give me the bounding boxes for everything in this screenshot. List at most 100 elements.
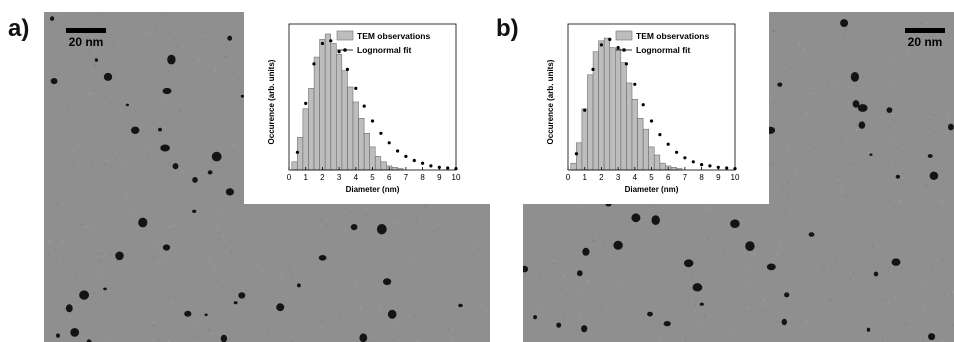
nanoparticle <box>458 303 463 308</box>
nanoparticle <box>79 290 89 300</box>
histogram-bar <box>352 101 359 171</box>
nanoparticle <box>808 232 815 237</box>
nanoparticle <box>297 283 301 288</box>
nanoparticle <box>556 322 562 328</box>
fit-point <box>304 101 308 105</box>
nanoparticle <box>131 126 140 134</box>
histogram-bar <box>626 82 633 171</box>
x-tick-label: 0 <box>287 173 292 182</box>
x-tick-label: 6 <box>387 173 392 182</box>
histogram-bar <box>654 154 661 171</box>
x-tick-label: 1 <box>303 173 308 182</box>
nanoparticle <box>220 334 228 342</box>
histogram-bar <box>297 137 304 171</box>
x-tick-label: 10 <box>452 173 461 182</box>
x-tick-label: 8 <box>699 173 704 182</box>
nanoparticle <box>730 219 740 228</box>
nanoparticle <box>869 153 873 156</box>
nanoparticle <box>158 127 162 132</box>
nanoparticle <box>318 255 327 261</box>
nanoparticle <box>692 283 703 292</box>
fit-point <box>329 39 333 43</box>
scale-bar-b: 20 nm <box>905 28 945 49</box>
scale-bar-a: 20 nm <box>66 28 106 49</box>
fit-point <box>574 152 578 156</box>
legend-label-bars: TEM observations <box>636 31 709 41</box>
histogram-bar <box>620 62 627 171</box>
nanoparticle <box>699 302 704 306</box>
nanoparticle <box>160 144 170 152</box>
nanoparticle <box>115 251 124 261</box>
histogram-bar <box>324 33 331 171</box>
fit-point <box>691 160 695 164</box>
nanoparticle <box>577 270 583 277</box>
nanoparticle <box>873 271 879 277</box>
x-tick-label: 4 <box>633 173 638 182</box>
nanoparticle <box>184 310 192 317</box>
fit-point <box>404 154 408 158</box>
histogram-bar <box>336 54 343 171</box>
histogram-bar <box>375 156 382 171</box>
histogram-bar <box>302 108 309 171</box>
scale-bar-label-a: 20 nm <box>68 35 104 49</box>
fit-point <box>312 62 316 66</box>
histogram-bar <box>363 133 370 171</box>
nanoparticle <box>50 16 55 21</box>
nanoparticle <box>784 292 790 298</box>
scale-bar-line-a <box>66 28 106 33</box>
histogram-bar <box>313 56 320 171</box>
nanoparticle <box>65 304 73 313</box>
x-tick-label: 7 <box>404 173 409 182</box>
fit-point <box>708 164 712 168</box>
histogram-bar <box>347 86 354 171</box>
fit-point <box>700 163 704 167</box>
fit-point <box>608 37 612 41</box>
histogram-bar <box>391 167 398 171</box>
histogram-bar <box>587 74 594 171</box>
nanoparticle <box>613 240 623 250</box>
nanoparticle <box>891 258 901 266</box>
histogram-bar <box>380 161 387 171</box>
nanoparticle <box>172 163 179 170</box>
x-tick-label: 9 <box>437 173 442 182</box>
nanoparticle <box>533 315 537 320</box>
histogram-bar <box>358 118 365 171</box>
legend-label-fit: Lognormal fit <box>357 45 411 55</box>
fit-point <box>429 164 433 168</box>
fit-point <box>412 158 416 163</box>
histogram-bar <box>576 142 583 171</box>
nanoparticle <box>523 265 529 273</box>
fit-point <box>396 149 400 153</box>
x-tick-label: 3 <box>616 173 621 182</box>
nanoparticle <box>631 213 641 223</box>
nanoparticle <box>886 107 893 113</box>
histogram-bar <box>637 118 644 171</box>
legend-label-bars: TEM observations <box>357 31 430 41</box>
nanoparticle <box>50 78 58 85</box>
nanoparticle <box>663 321 671 327</box>
nanoparticle <box>766 263 776 271</box>
fit-point <box>362 104 366 108</box>
x-tick-label: 5 <box>649 173 654 182</box>
histogram-bar <box>631 99 638 171</box>
histogram-bar <box>570 162 577 171</box>
fit-point <box>616 46 620 50</box>
x-tick-label: 1 <box>582 173 587 182</box>
nanoparticle <box>582 247 590 256</box>
nanoparticle <box>70 328 80 337</box>
x-tick-label: 2 <box>599 173 604 182</box>
nanoparticle <box>840 19 849 28</box>
nanoparticle <box>359 333 368 342</box>
x-tick-label: 10 <box>731 173 740 182</box>
x-tick-label: 5 <box>370 173 375 182</box>
histogram-bar <box>369 146 376 171</box>
nanoparticle <box>240 94 244 98</box>
histogram-bar <box>291 161 298 171</box>
x-tick-label: 7 <box>683 173 688 182</box>
nanoparticle <box>745 241 755 252</box>
histogram-bar <box>642 128 649 171</box>
nanoparticle <box>684 259 694 268</box>
y-axis-label: Occurence (arb. units) <box>267 59 276 144</box>
nanoparticle <box>233 301 238 305</box>
nanoparticle <box>781 318 787 326</box>
